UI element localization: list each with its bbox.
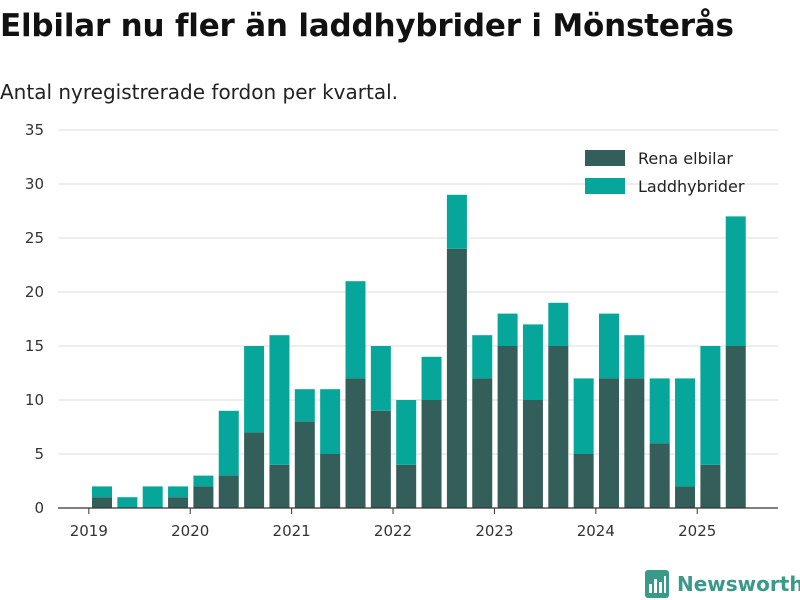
bar-laddhybrider-13	[421, 356, 442, 400]
bar-laddhybrider-17	[522, 324, 543, 400]
bar-rena-elbilar-5	[218, 475, 239, 508]
bar-rena-elbilar-10	[345, 378, 366, 508]
y-tick-label-15: 15	[25, 337, 44, 355]
bar-laddhybrider-12	[396, 400, 417, 465]
bar-laddhybrider-14	[446, 194, 467, 249]
bar-laddhybrider-0	[92, 486, 112, 498]
bar-laddhybrider-19	[573, 378, 594, 454]
bar-rena-elbilar-16	[497, 346, 518, 508]
x-tick-label-2023: 2023	[475, 522, 513, 540]
bar-rena-elbilar-9	[320, 454, 341, 508]
bar-laddhybrider-11	[370, 346, 391, 411]
bar-rena-elbilar-17	[522, 400, 543, 508]
bar-laddhybrider-22	[649, 378, 670, 444]
y-tick-label-20: 20	[25, 283, 44, 301]
y-tick-label-0: 0	[34, 499, 44, 517]
brand-logo: Newsworthy	[645, 568, 800, 600]
brand-name: Newsworthy	[677, 572, 800, 596]
y-tick-label-25: 25	[25, 229, 44, 247]
bar-laddhybrider-4	[193, 475, 214, 487]
bar-laddhybrider-6	[244, 346, 265, 433]
bar-laddhybrider-9	[320, 389, 341, 454]
x-tick-label-2021: 2021	[273, 522, 311, 540]
bar-laddhybrider-24	[700, 346, 721, 465]
bar-laddhybrider-10	[345, 281, 366, 379]
y-tick-label-10: 10	[25, 391, 44, 409]
legend: Rena elbilar Laddhybrider	[585, 149, 745, 196]
bar-rena-elbilar-14	[446, 248, 467, 509]
bar-rena-elbilar-0	[92, 497, 112, 508]
bar-rena-elbilar-20	[599, 378, 619, 508]
bar-rena-elbilar-7	[269, 464, 290, 508]
bar-laddhybrider-23	[675, 378, 696, 487]
bar-laddhybrider-7	[269, 335, 290, 465]
x-tick-label-2020: 2020	[171, 522, 209, 540]
bar-rena-elbilar-25	[725, 346, 746, 508]
legend-label-1: Laddhybrider	[638, 177, 745, 196]
bar-rena-elbilar-13	[421, 400, 442, 508]
bar-rena-elbilar-8	[294, 421, 315, 508]
legend-swatch-1	[585, 178, 625, 194]
newsworthy-chart-icon	[645, 570, 669, 598]
bar-laddhybrider-25	[725, 216, 746, 346]
bar-laddhybrider-20	[599, 313, 619, 379]
bar-rena-elbilar-21	[624, 378, 645, 508]
chart-title: Elbilar nu fler än laddhybrider i Mönste…	[0, 8, 734, 44]
bar-rena-elbilar-3	[168, 497, 189, 508]
legend-swatch-0	[585, 150, 625, 166]
y-tick-label-5: 5	[34, 445, 44, 463]
y-tick-label-35: 35	[25, 121, 44, 139]
bar-rena-elbilar-24	[700, 464, 721, 508]
bar-laddhybrider-2	[142, 486, 163, 508]
bar-rena-elbilar-19	[573, 454, 594, 508]
legend-label-0: Rena elbilar	[638, 149, 733, 168]
bar-laddhybrider-3	[168, 486, 189, 498]
bar-rena-elbilar-6	[244, 432, 265, 508]
x-tick-label-2019: 2019	[70, 522, 108, 540]
bars	[92, 194, 746, 509]
bar-laddhybrider-1	[117, 497, 138, 508]
bar-rena-elbilar-11	[370, 410, 391, 508]
bar-rena-elbilar-23	[675, 486, 696, 508]
bar-laddhybrider-18	[548, 302, 569, 346]
bar-rena-elbilar-15	[472, 378, 493, 508]
bar-rena-elbilar-18	[548, 346, 569, 508]
bar-laddhybrider-15	[472, 335, 493, 379]
bar-laddhybrider-21	[624, 335, 645, 379]
bar-laddhybrider-5	[218, 410, 239, 476]
bar-rena-elbilar-4	[193, 486, 214, 508]
bar-rena-elbilar-22	[649, 443, 670, 508]
bar-laddhybrider-8	[294, 389, 315, 422]
x-tick-label-2025: 2025	[678, 522, 716, 540]
grid-lines	[58, 129, 778, 455]
bar-laddhybrider-16	[497, 313, 518, 346]
x-tick-label-2022: 2022	[374, 522, 412, 540]
chart-subtitle: Antal nyregistrerade fordon per kvartal.	[0, 80, 399, 104]
y-tick-label-30: 30	[25, 175, 44, 193]
x-tick-label-2024: 2024	[577, 522, 615, 540]
bar-rena-elbilar-12	[396, 464, 417, 508]
